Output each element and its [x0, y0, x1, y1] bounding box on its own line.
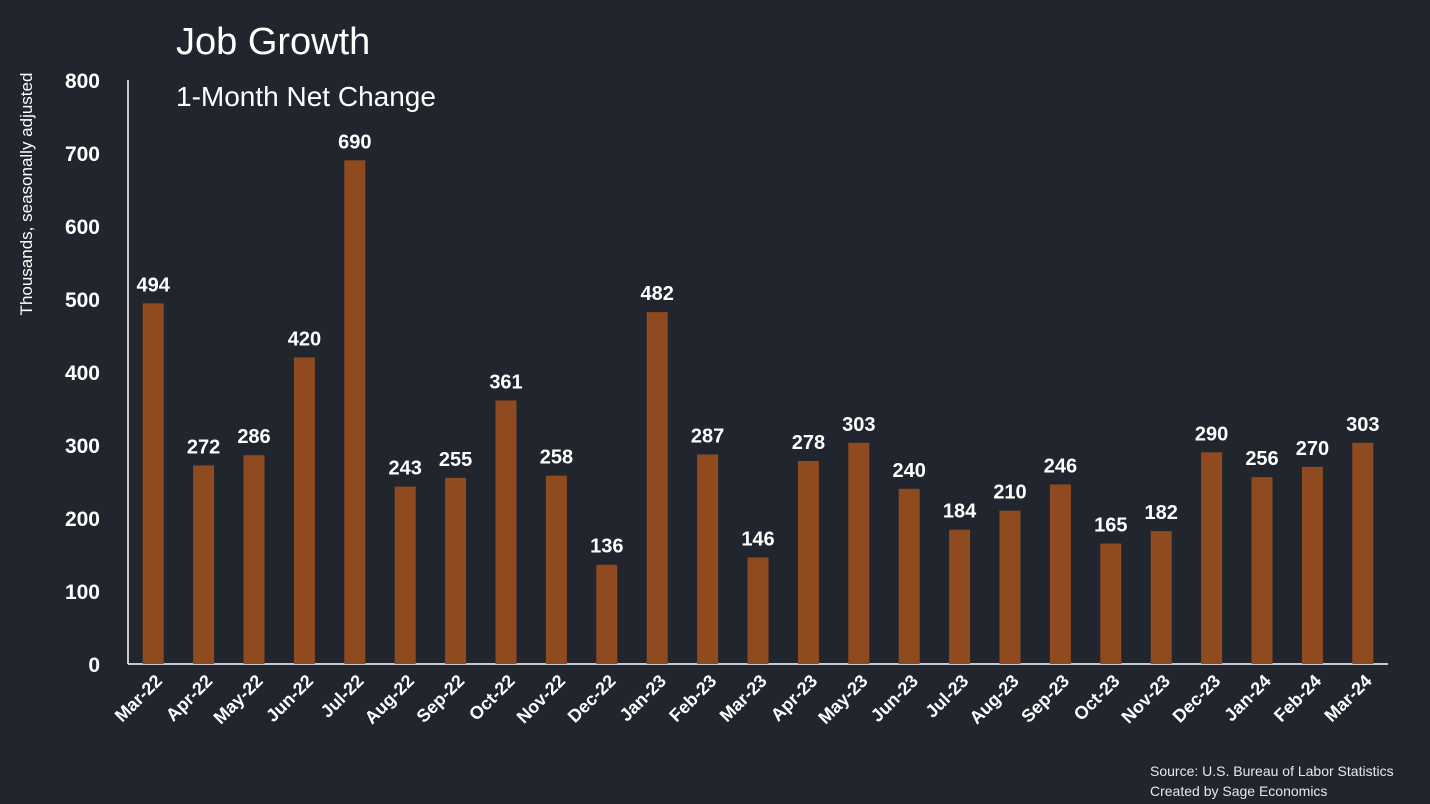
data-label: 420: [288, 328, 321, 350]
bar: [1251, 477, 1273, 664]
bar: [999, 510, 1021, 664]
bar: [848, 442, 870, 664]
x-tick-label: Oct-23: [1070, 671, 1124, 725]
x-tick-label: Feb-23: [665, 671, 720, 726]
y-tick-label: 600: [65, 216, 100, 239]
bar: [495, 400, 517, 664]
y-tick-label: 200: [65, 508, 100, 531]
bar: [646, 312, 668, 664]
data-label: 270: [1296, 438, 1329, 460]
y-tick-label: 400: [65, 362, 100, 385]
y-tick-label: 800: [65, 70, 100, 93]
x-tick-label: Dec-22: [564, 671, 620, 727]
x-tick-label: Jun-22: [262, 671, 317, 726]
y-tick-label: 0: [88, 654, 100, 677]
bar: [898, 488, 920, 664]
x-tick-label: Dec-23: [1169, 671, 1225, 727]
data-label: 255: [439, 449, 472, 471]
chart-title: Job Growth: [176, 21, 370, 63]
bar: [445, 477, 467, 664]
bar: [293, 357, 315, 664]
bar: [797, 461, 819, 664]
bar: [1301, 466, 1323, 664]
x-tick-label: Sep-23: [1017, 671, 1073, 727]
x-tick-label: Mar-22: [111, 671, 166, 726]
credit-line: Created by Sage Economics: [1150, 783, 1328, 799]
data-label: 210: [993, 482, 1026, 504]
y-tick-label: 500: [65, 289, 100, 312]
x-tick-label: Jan-23: [616, 671, 670, 725]
y-tick-label: 300: [65, 435, 100, 458]
x-tick-label: Aug-23: [966, 671, 1023, 728]
bar: [747, 557, 769, 664]
y-tick-label: 100: [65, 581, 100, 604]
data-label: 278: [792, 432, 825, 454]
x-tick-label: Jun-23: [867, 671, 922, 726]
data-label: 290: [1195, 423, 1228, 445]
bar: [1352, 442, 1374, 664]
data-label: 690: [338, 131, 371, 153]
data-label: 361: [489, 371, 522, 393]
data-label: 272: [187, 436, 220, 458]
x-tick-label: Mar-23: [716, 671, 771, 726]
x-tick-label: Apr-22: [162, 671, 216, 725]
x-tick-label: Mar-24: [1320, 671, 1375, 726]
bar: [1150, 531, 1172, 664]
x-tick-label: Aug-22: [361, 671, 418, 728]
bar: [697, 454, 719, 664]
chart-subtitle: 1-Month Net Change: [176, 81, 436, 112]
data-label: 303: [842, 414, 875, 436]
x-tick-label: Jan-24: [1220, 671, 1274, 725]
source-note: Source: U.S. Bureau of Labor Statistics …: [1150, 761, 1394, 801]
bars: [142, 160, 1374, 665]
data-label: 184: [943, 501, 977, 523]
source-line: Source: U.S. Bureau of Labor Statistics: [1150, 763, 1394, 779]
data-labels: 494 272 286 420 690 243 255 361 258 136 482 287 146 2…: [137, 131, 1380, 557]
data-label: 494: [137, 274, 171, 296]
x-tick-label: Feb-24: [1270, 671, 1325, 726]
x-tick-label: Oct-22: [465, 671, 519, 725]
data-label: 246: [1044, 455, 1077, 477]
data-label: 136: [590, 536, 623, 558]
data-label: 482: [641, 283, 674, 305]
bar: [949, 529, 971, 664]
bar: [142, 303, 164, 664]
data-label: 287: [691, 425, 724, 447]
y-axis-label: Thousands, seasonally adjusted: [17, 73, 36, 316]
bar: [1100, 543, 1122, 664]
data-label: 240: [893, 460, 926, 482]
data-label: 165: [1094, 515, 1127, 537]
y-tick-label: 700: [65, 143, 100, 166]
y-ticks: 0 100 200 300 400 500 600 700 800: [65, 70, 100, 677]
data-label: 243: [389, 458, 422, 480]
bar: [193, 465, 215, 664]
x-tick-label: May-23: [814, 671, 871, 728]
data-label: 303: [1346, 414, 1379, 436]
bar: [1201, 452, 1223, 664]
x-tick-label: Sep-22: [413, 671, 469, 727]
bar: [394, 486, 416, 664]
x-tick-label: Apr-23: [767, 671, 821, 725]
x-tick-label: Nov-23: [1117, 671, 1174, 728]
data-label: 256: [1245, 448, 1278, 470]
data-label: 146: [741, 528, 774, 550]
data-label: 258: [540, 447, 573, 469]
bar: [596, 564, 618, 664]
x-tick-label: May-22: [210, 671, 267, 728]
bar: [243, 455, 265, 664]
x-tick-label: Nov-22: [513, 671, 570, 728]
bar: [1049, 484, 1071, 664]
data-label: 182: [1145, 502, 1178, 524]
bar: [545, 475, 567, 664]
data-label: 286: [237, 426, 270, 448]
bar: [344, 160, 366, 665]
